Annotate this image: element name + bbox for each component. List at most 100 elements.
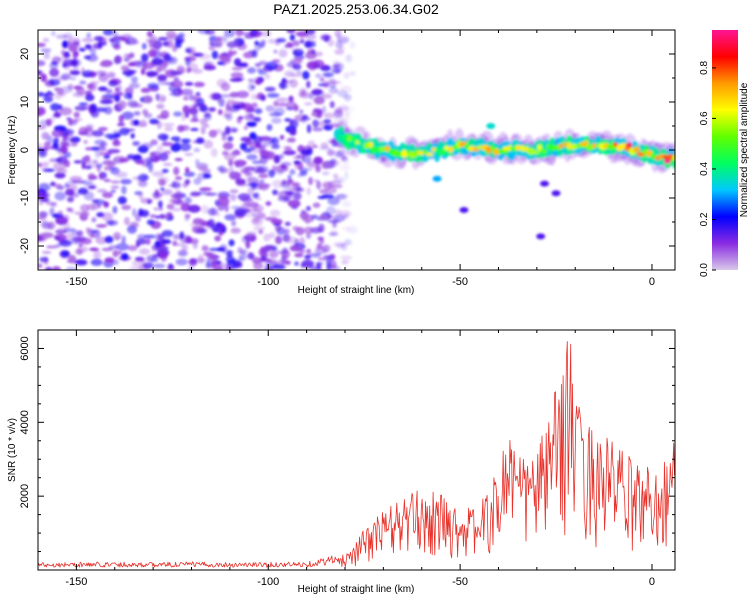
noise-blob (90, 48, 97, 57)
noise-blob (315, 51, 323, 57)
noise-blob (299, 92, 312, 99)
noise-blob (136, 175, 142, 182)
noise-blob (199, 187, 212, 192)
noise-blob (276, 226, 286, 236)
noise-blob (328, 259, 337, 269)
noise-blob (335, 194, 347, 200)
noise-blob (73, 50, 79, 57)
noise-blob (104, 257, 115, 264)
noise-blob (62, 214, 70, 223)
noise-blob (73, 160, 82, 164)
noise-blob (188, 258, 198, 266)
noise-blob (83, 191, 95, 201)
noise-blob (218, 165, 226, 174)
noise-blob (134, 191, 143, 196)
noise-blob (162, 162, 173, 167)
noise-blob (68, 254, 77, 264)
noise-blob (300, 209, 307, 214)
signal-core (439, 148, 446, 155)
noise-blob (344, 106, 355, 113)
noise-blob (115, 243, 129, 251)
noise-blob (220, 35, 228, 43)
noise-blob (189, 118, 200, 123)
noise-blob (237, 256, 243, 262)
noise-blob (224, 126, 231, 135)
noise-blob (271, 117, 282, 124)
noise-blob (185, 167, 190, 174)
noise-blob (110, 189, 116, 193)
noise-blob (210, 148, 218, 158)
colorbar-gradient (712, 30, 738, 270)
noise-blob (168, 263, 173, 268)
noise-blob (344, 239, 352, 246)
noise-blob (61, 250, 70, 257)
noise-blob (157, 176, 170, 184)
noise-blob (149, 118, 159, 125)
noise-blob (166, 211, 173, 217)
signal-core (351, 135, 357, 143)
noise-blob (143, 234, 156, 239)
noise-blob (52, 142, 59, 149)
noise-blob (54, 148, 62, 152)
noise-blob (73, 236, 87, 242)
noise-blob (54, 110, 60, 117)
noise-blob (67, 133, 74, 141)
noise-blob (140, 87, 151, 93)
noise-blob (246, 121, 257, 127)
noise-blob (284, 221, 291, 226)
noise-blob (38, 182, 51, 192)
noise-blob (298, 249, 306, 254)
noise-blob (89, 185, 98, 190)
noise-blob (89, 103, 97, 112)
spectrogram-ytick-label: 0 (19, 147, 31, 153)
noise-blob (240, 102, 253, 110)
noise-blob (283, 150, 297, 156)
noise-blob (283, 80, 288, 84)
signal-core (562, 142, 568, 147)
noise-blob (43, 168, 56, 172)
noise-blob (41, 250, 52, 254)
noise-blob (339, 210, 352, 218)
noise-blob (57, 210, 64, 216)
signal-core (444, 145, 450, 151)
noise-blob (318, 214, 329, 221)
noise-blob (208, 35, 219, 42)
noise-blob (170, 80, 184, 89)
noise-blob (49, 68, 60, 77)
noise-blob (63, 151, 72, 158)
noise-blob (272, 218, 283, 226)
noise-blob (95, 163, 103, 168)
noise-blob (96, 188, 107, 193)
noise-blob (225, 103, 231, 111)
noise-blob (276, 169, 284, 175)
noise-blob (148, 39, 153, 48)
noise-blob (246, 154, 258, 161)
isolated-feature (432, 175, 442, 182)
noise-blob (188, 107, 199, 115)
snr-ytick-label: 4000 (19, 410, 31, 434)
noise-blob (278, 48, 288, 58)
noise-blob (40, 220, 49, 228)
noise-blob (153, 263, 166, 269)
noise-blob (286, 236, 298, 245)
noise-blob (138, 248, 150, 255)
spectrogram-y-axis: -20 -10 0 10 20 (19, 29, 675, 271)
spectrogram-ytick-label: 10 (19, 96, 31, 108)
noise-blob (58, 239, 72, 247)
spectrogram-xtick-label: -50 (452, 276, 468, 288)
noise-blob (43, 51, 50, 60)
noise-blob (329, 80, 342, 84)
noise-blob (53, 137, 60, 144)
noise-blob (120, 37, 129, 42)
noise-blob (88, 229, 98, 234)
noise-blob (247, 182, 260, 187)
noise-blob (211, 262, 222, 270)
noise-blob (131, 76, 138, 83)
noise-blob (112, 231, 122, 241)
noise-blob (272, 179, 283, 189)
noise-blob (289, 128, 297, 136)
noise-blob (250, 93, 258, 100)
noise-blob (55, 243, 61, 248)
noise-blob (69, 76, 77, 81)
